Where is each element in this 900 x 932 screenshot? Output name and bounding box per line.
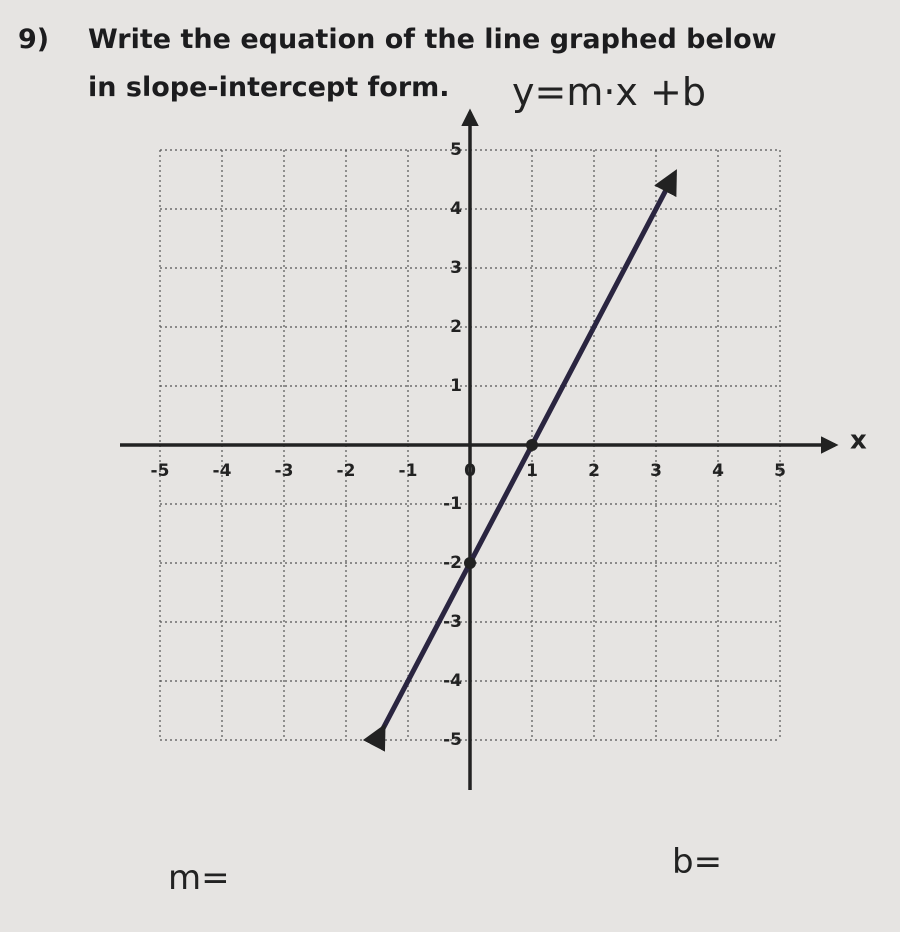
y-tick-label: -3 [443, 612, 462, 632]
x-tick-label: -3 [275, 461, 294, 481]
answer-label: b= [672, 842, 723, 882]
graphed-line [362, 169, 677, 752]
question-text: Write the equation of the line graphed b… [88, 24, 777, 55]
y-tick-label: -5 [443, 730, 462, 750]
y-tick-label: 1 [450, 376, 462, 396]
x-tick-label: -1 [399, 461, 418, 481]
x-tick-label: -4 [213, 461, 232, 481]
x-tick-label: 1 [526, 461, 538, 481]
plotted-point [464, 557, 476, 569]
handwritten-formula: y=m·x +b [512, 70, 706, 114]
answer-label: m= [168, 858, 230, 898]
x-tick-label: 2 [588, 461, 600, 481]
y-tick-label: 4 [450, 199, 462, 219]
x-tick-label: 3 [650, 461, 662, 481]
coordinate-graph: -5-4-3-2-101234554321-1-2-3-4-5x [120, 108, 867, 790]
y-tick-label: -4 [443, 671, 462, 691]
question-text: in slope-intercept form. [88, 72, 450, 103]
x-tick-label: -2 [337, 461, 356, 481]
x-axis-label: x [850, 426, 867, 456]
x-tick-label: -5 [151, 461, 170, 481]
y-tick-label: -2 [443, 553, 462, 573]
y-tick-label: 3 [450, 258, 462, 278]
plotted-point [526, 439, 538, 451]
question-number: 9) [18, 24, 50, 55]
x-tick-label: 4 [712, 461, 724, 481]
x-tick-label: 5 [774, 461, 786, 481]
y-tick-label: 2 [450, 317, 462, 337]
y-tick-label: -1 [443, 494, 462, 514]
y-tick-label: 5 [450, 140, 462, 160]
